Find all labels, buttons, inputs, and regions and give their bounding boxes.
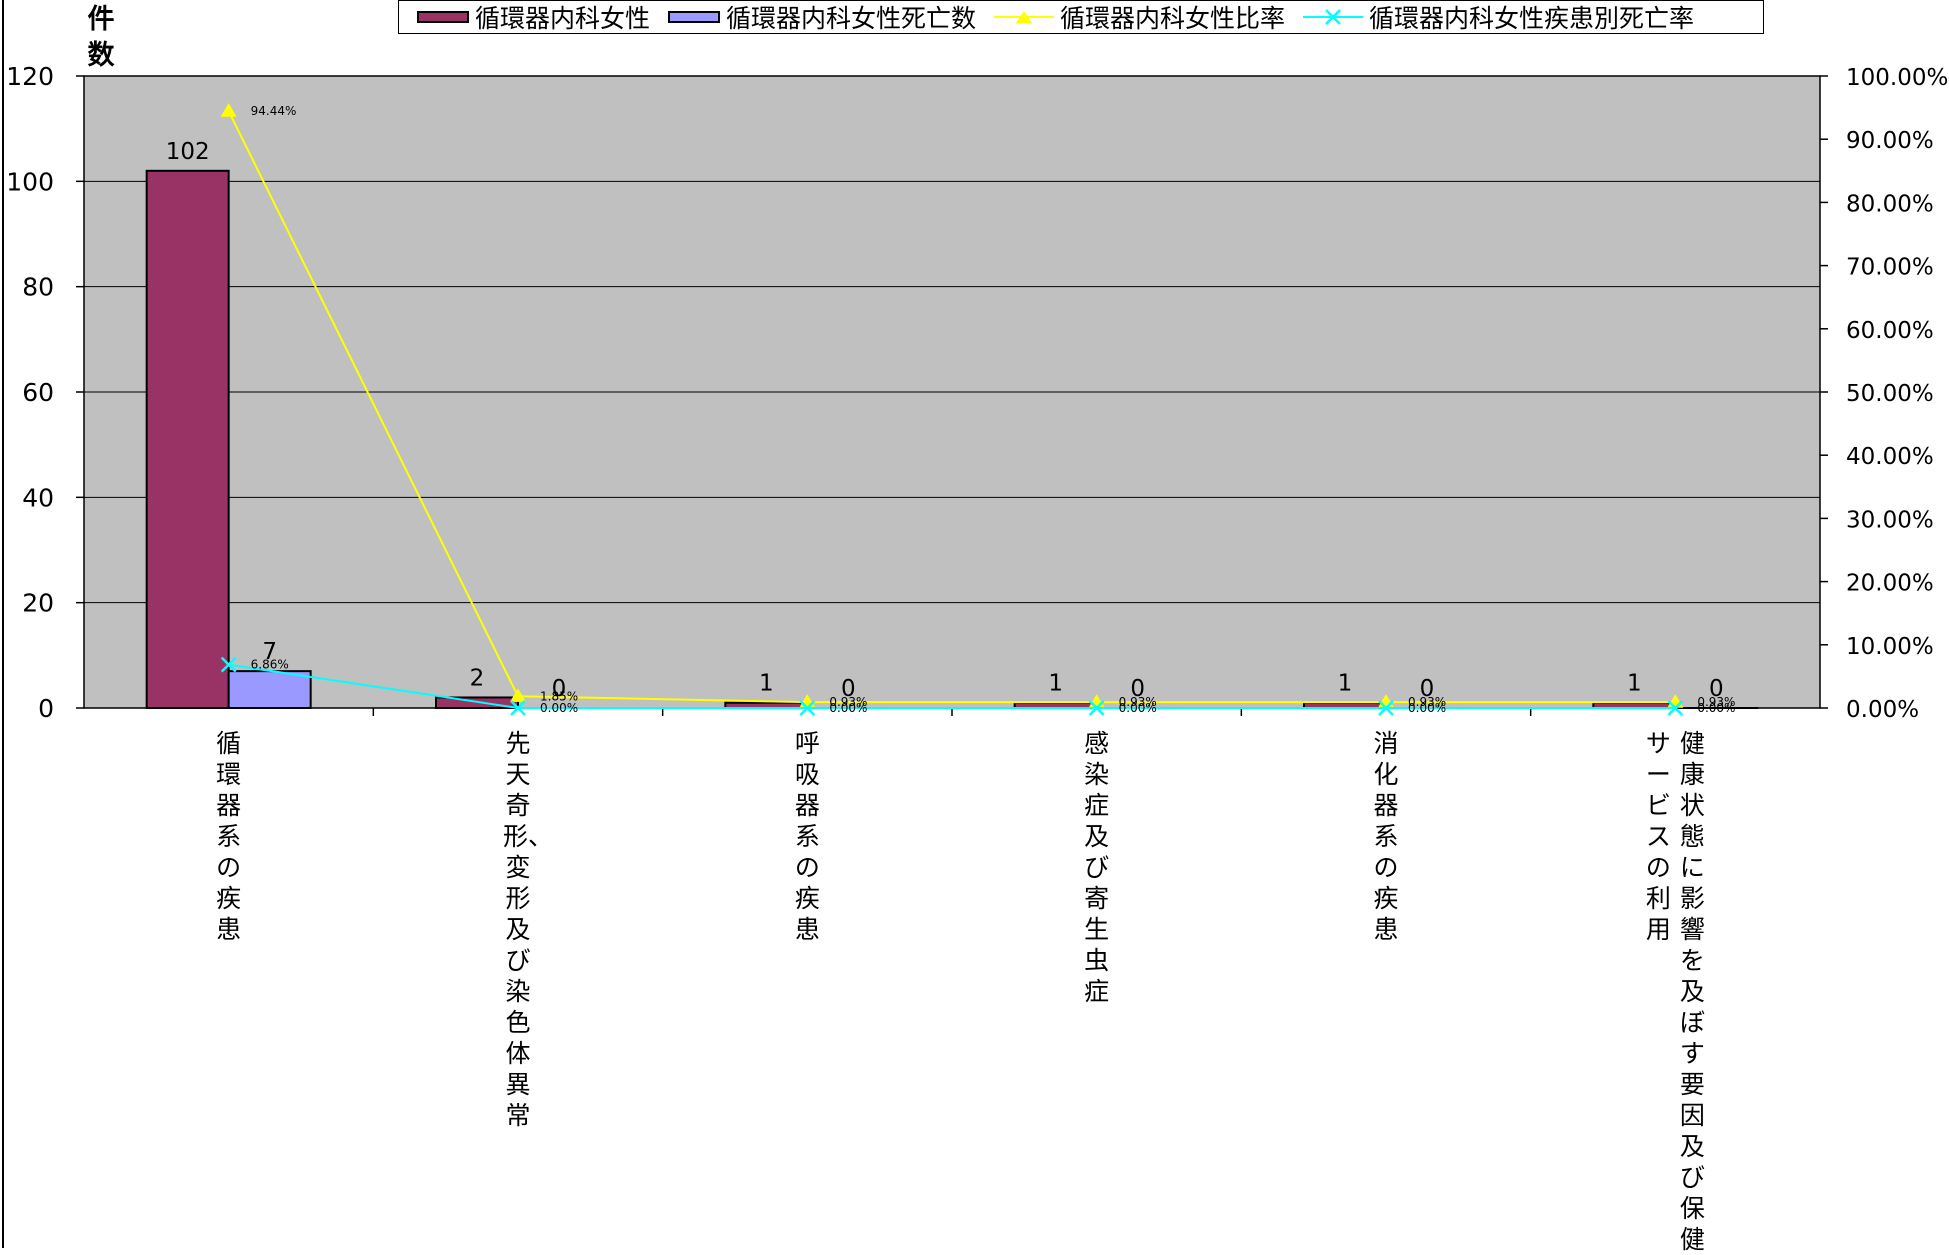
bar-value-label: 1 <box>1338 671 1353 697</box>
legend: 循環器内科女性 循環器内科女性死亡数 循環器内科女性比率 循環器内科女性疾患別死亡率 <box>398 0 1764 34</box>
legend-item: 循環器内科女性死亡数 <box>668 0 976 35</box>
bar-value-label: 1 <box>1048 671 1063 697</box>
bar-value-label: 1 <box>759 671 774 697</box>
bar-value-label: 1 <box>1627 671 1642 697</box>
y-tick-label: 120 <box>6 62 54 91</box>
bar <box>229 671 311 708</box>
y2-tick-label: 50.00% <box>1846 381 1934 407</box>
legend-swatch <box>994 7 1054 27</box>
line-value-label: 0.00% <box>1119 701 1157 715</box>
legend-label: 循環器内科女性疾患別死亡率 <box>1369 0 1694 35</box>
legend-swatch <box>1303 7 1363 27</box>
y2-tick-label: 0.00% <box>1846 697 1919 723</box>
line-value-label: 0.00% <box>540 701 578 715</box>
y-tick-label: 40 <box>22 483 54 512</box>
line-value-label: 0.00% <box>829 701 867 715</box>
category-label: 感染症及び寄生虫症 <box>1082 728 1112 1007</box>
legend-item: 循環器内科女性比率 <box>994 0 1285 35</box>
y-tick-label: 100 <box>6 167 54 196</box>
y2-axis-ticks: 0.00% 10.00% 20.00% 30.00% 40.00% 50.00% 60.00… <box>1820 65 1948 723</box>
y2-tick-label: 10.00% <box>1846 634 1934 660</box>
bar-value-label: 102 <box>166 139 210 165</box>
y-axis-ticks: 0 20 40 60 80 100 120 <box>6 62 84 723</box>
line-value-label: 6.86% <box>251 658 289 672</box>
category-label: 健康状態に影響を及ぼす要因及び保健 <box>1677 728 1707 1255</box>
bar <box>147 171 229 708</box>
bar-value-label: 2 <box>470 665 485 691</box>
legend-swatch <box>668 11 720 23</box>
legend-item: 循環器内科女性 <box>417 0 650 35</box>
y2-tick-label: 60.00% <box>1846 318 1934 344</box>
category-label: 消化器系の疾患 <box>1371 728 1401 945</box>
y-tick-label: 20 <box>22 589 54 618</box>
line-value-label: 94.44% <box>251 104 297 118</box>
category-label: 先天奇形、変形及び染色体異常 <box>503 728 533 1131</box>
y-tick-label: 80 <box>22 273 54 302</box>
y2-tick-label: 70.00% <box>1846 255 1934 281</box>
y2-tick-label: 80.00% <box>1846 191 1934 217</box>
line-value-label: 0.00% <box>1697 701 1735 715</box>
y2-tick-label: 100.00% <box>1846 65 1948 91</box>
y-tick-label: 0 <box>38 694 54 723</box>
y2-tick-label: 30.00% <box>1846 507 1934 533</box>
y-axis-title: 件数 <box>83 2 119 74</box>
y2-tick-label: 20.00% <box>1846 571 1934 597</box>
y2-tick-label: 40.00% <box>1846 444 1934 470</box>
legend-label: 循環器内科女性比率 <box>1060 0 1285 35</box>
category-label: 循環器系の疾患 <box>214 728 244 945</box>
legend-label: 循環器内科女性死亡数 <box>726 0 976 35</box>
y-tick-label: 60 <box>22 378 54 407</box>
legend-item: 循環器内科女性疾患別死亡率 <box>1303 0 1694 35</box>
category-label: サービスの利用 <box>1643 728 1673 945</box>
legend-swatch <box>417 11 469 23</box>
y2-tick-label: 90.00% <box>1846 128 1934 154</box>
line-value-label: 0.00% <box>1408 701 1446 715</box>
legend-label: 循環器内科女性 <box>475 0 650 35</box>
category-label: 呼吸器系の疾患 <box>792 728 822 945</box>
